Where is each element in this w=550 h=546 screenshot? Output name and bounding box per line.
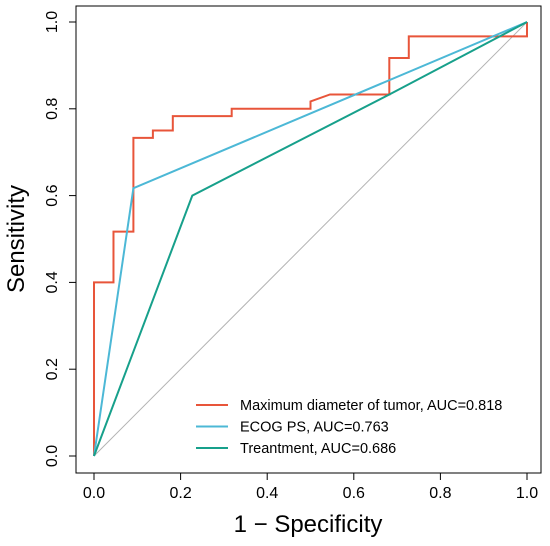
reference-line-layer xyxy=(93,21,528,457)
x-tick-label: 1.0 xyxy=(516,485,538,502)
x-tick-label: 0.0 xyxy=(83,485,105,502)
x-tick-label: 0.6 xyxy=(343,485,365,502)
reference-diagonal-line xyxy=(93,21,528,457)
y-tick-label: 0.0 xyxy=(44,445,61,467)
y-tick-label: 0.8 xyxy=(44,98,61,120)
x-axis: 0.0 0.2 0.4 0.6 0.8 1.0 xyxy=(83,472,538,502)
x-axis-title: 1 − Specificity xyxy=(234,511,383,538)
series-line-1 xyxy=(93,22,528,456)
y-tick-label: 0.4 xyxy=(44,271,61,293)
y-axis-title: Sensitivity xyxy=(3,185,30,293)
x-tick-label: 0.2 xyxy=(169,485,191,502)
legend: Maximum diameter of tumor, AUC=0.818 ECOG… xyxy=(196,398,502,457)
series-layer xyxy=(93,21,528,457)
y-tick-label: 1.0 xyxy=(44,11,61,33)
legend-label-3: Treantment, AUC=0.686 xyxy=(240,441,396,457)
x-tick-label: 0.4 xyxy=(256,485,278,502)
legend-label-1: Maximum diameter of tumor, AUC=0.818 xyxy=(240,398,502,414)
y-axis: 0.0 0.2 0.4 0.6 0.8 1.0 xyxy=(44,11,77,467)
y-tick-label: 0.2 xyxy=(44,358,61,380)
series-line-2 xyxy=(93,21,528,457)
series-line-3 xyxy=(93,21,528,457)
legend-label-2: ECOG PS, AUC=0.763 xyxy=(240,420,389,436)
x-tick-label: 0.8 xyxy=(429,485,451,502)
y-tick-label: 0.6 xyxy=(44,184,61,206)
